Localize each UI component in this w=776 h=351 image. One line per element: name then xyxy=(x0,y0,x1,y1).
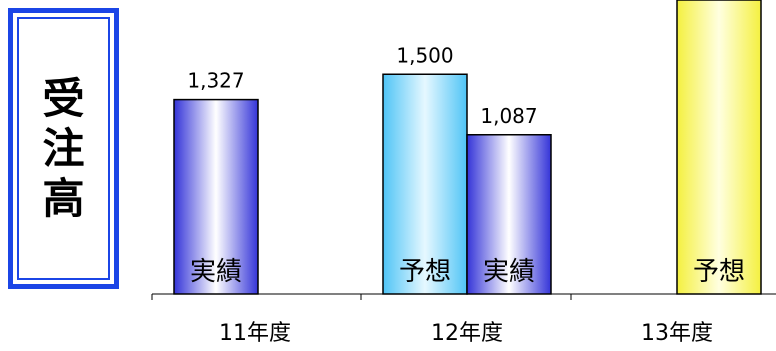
bar-value-label: 1,500 xyxy=(396,43,453,67)
bar-2 xyxy=(382,73,468,295)
bar-value-label: 1,327 xyxy=(187,69,244,93)
chart-title-box: 受 注 高 xyxy=(8,8,119,289)
title-char: 受 xyxy=(42,73,85,123)
bar-kind-label: 実績 xyxy=(190,257,242,287)
label-layer: 実績 1,327 予想 1,500 実績 1,087 予想 11年度 12年度 13年度 xyxy=(187,43,745,346)
chart-title: 受 注 高 xyxy=(13,13,114,284)
bar-kind-label: 予想 xyxy=(693,257,745,287)
axis-layer xyxy=(151,293,776,300)
chart-title-inner-frame xyxy=(17,17,110,280)
x-category-label: 12年度 xyxy=(431,321,503,346)
bar-value-label: 1,087 xyxy=(480,104,537,128)
bar-kind-label: 予想 xyxy=(399,257,451,287)
bar-layer xyxy=(173,0,762,295)
x-category-label: 13年度 xyxy=(641,321,713,346)
title-char: 高 xyxy=(42,173,85,223)
bar-kind-label: 実績 xyxy=(483,257,535,287)
bar-3 xyxy=(466,134,552,295)
title-char: 注 xyxy=(42,123,85,173)
x-category-label: 11年度 xyxy=(219,321,291,346)
bar-1 xyxy=(173,98,259,295)
bar-4 xyxy=(676,0,762,295)
